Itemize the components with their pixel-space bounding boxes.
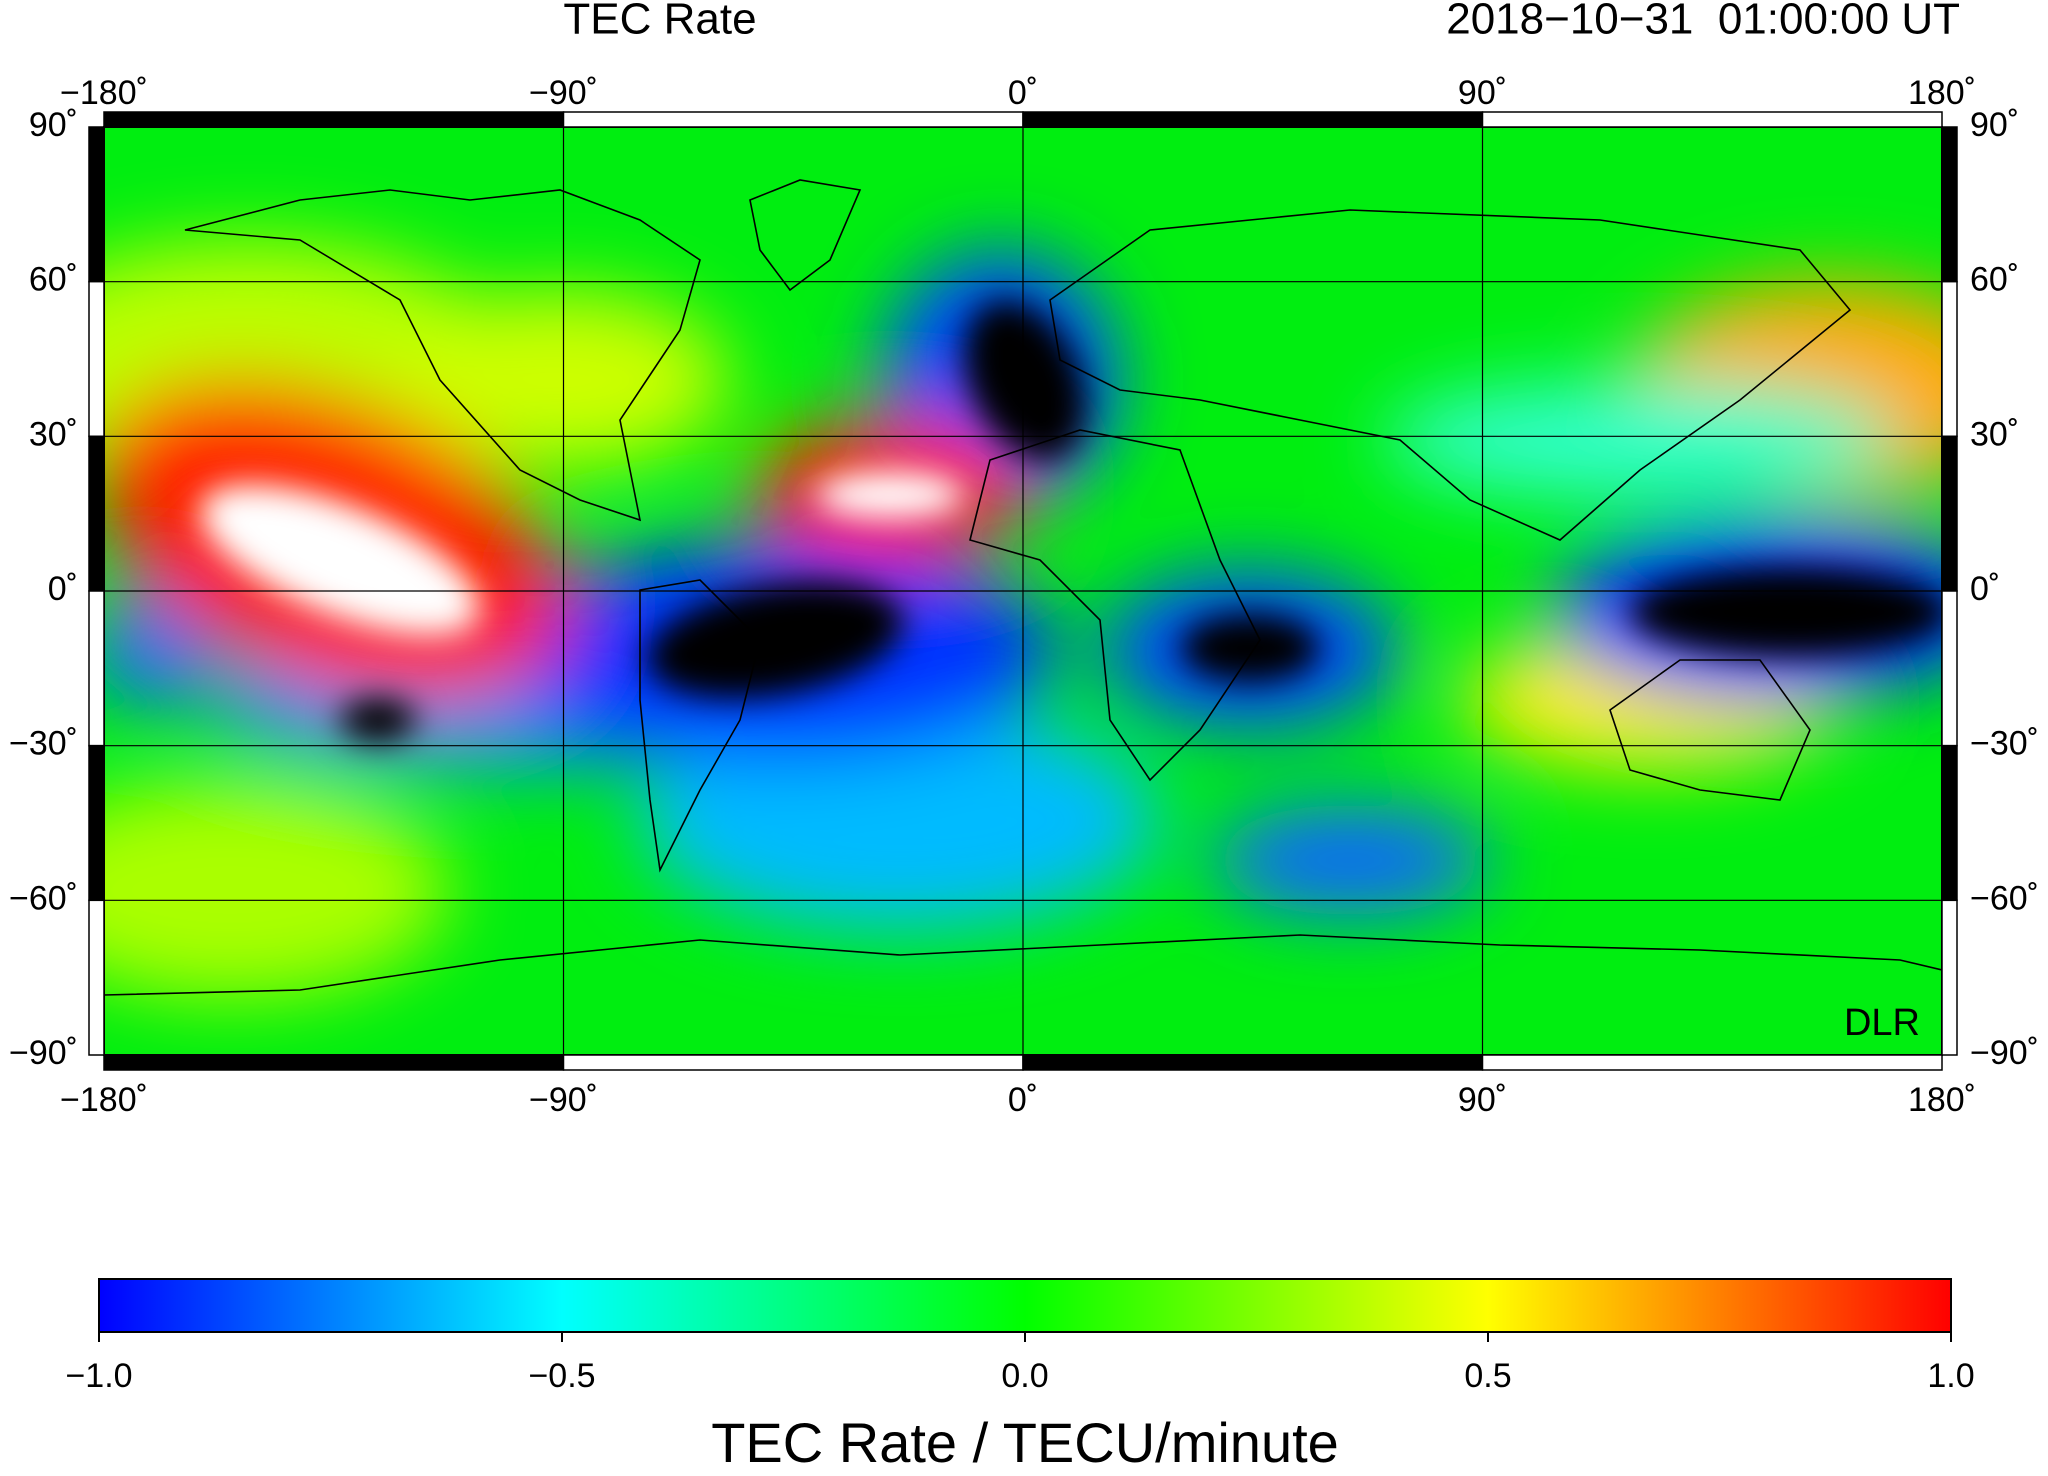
frame-segment: [103, 111, 565, 128]
colorbar-tick-label: −1.0: [65, 1357, 132, 1395]
frame-segment: [88, 280, 105, 438]
credit: DLR: [1844, 1002, 1920, 1044]
frame-segment: [562, 1054, 1024, 1071]
lon-tick-label-bottom: −90˚: [529, 1081, 598, 1119]
frame-segment: [88, 744, 105, 902]
lon-tick-label-top: −180˚: [60, 74, 148, 112]
lat-tick-label-right: −30˚: [1970, 725, 2039, 763]
colorbar: [98, 1278, 1952, 1333]
lat-tick-label-right: 90˚: [1970, 106, 2019, 144]
lat-tick-label-left: 90˚: [29, 106, 78, 144]
lon-tick-label-bottom: −180˚: [60, 1081, 148, 1119]
frame-segment: [1481, 111, 1943, 128]
frame-segment: [1941, 744, 1958, 902]
frame-segment: [1481, 1054, 1943, 1071]
colorbar-label: TEC Rate / TECU/minute: [711, 1411, 1339, 1471]
lat-tick-label-left: −90˚: [9, 1034, 78, 1072]
colorbar-tick-label: 1.0: [1927, 1357, 1974, 1395]
colorbar-tick-label: −0.5: [528, 1357, 595, 1395]
frame-segment: [88, 899, 105, 1056]
timestamp: 2018−10−31 01:00:00 UT: [1446, 0, 1960, 44]
lat-tick-label-right: 0˚: [1970, 570, 2000, 608]
lat-tick-label-right: −90˚: [1970, 1034, 2039, 1072]
frame-segment: [1941, 899, 1958, 1056]
lon-tick-label-top: −90˚: [529, 74, 598, 112]
lat-tick-label-right: 60˚: [1970, 261, 2019, 299]
frame-segment: [1941, 435, 1958, 592]
frame-segment: [1022, 1054, 1484, 1071]
colorbar-ticks: −1.0 −0.5 0.0 0.5 1.0: [65, 1332, 1975, 1395]
lon-tick-label-bottom: 180˚: [1908, 1081, 1976, 1119]
frame-segment: [562, 111, 1024, 128]
frame-segment: [1941, 280, 1958, 438]
map-title: TEC Rate: [563, 0, 756, 44]
lat-tick-label-left: −60˚: [9, 879, 78, 917]
lat-tick-label-left: −30˚: [9, 725, 78, 763]
lon-tick-label-top: 90˚: [1458, 74, 1507, 112]
lat-tick-label-left: 0˚: [48, 570, 78, 608]
frame-segment: [1022, 111, 1484, 128]
colorbar-tick-label: 0.0: [1001, 1357, 1048, 1395]
lon-tick-label-bottom: 90˚: [1458, 1081, 1507, 1119]
map-frame: [88, 111, 1958, 1071]
frame-segment: [88, 435, 105, 592]
frame-segment: [88, 126, 105, 283]
colorbar-tick-label: 0.5: [1464, 1357, 1511, 1395]
lon-tick-label-top: 0˚: [1008, 74, 1038, 112]
lon-tick-label-bottom: 0˚: [1008, 1081, 1038, 1119]
lat-tick-label-left: 60˚: [29, 261, 78, 299]
frame-segment: [1941, 590, 1958, 747]
lat-tick-label-left: 30˚: [29, 415, 78, 453]
lat-tick-label-right: 30˚: [1970, 415, 2019, 453]
frame-segment: [88, 590, 105, 747]
lat-tick-label-right: −60˚: [1970, 879, 2039, 917]
coastlines: [104, 179, 1942, 996]
frame-segment: [1941, 126, 1958, 283]
lon-tick-label-top: 180˚: [1908, 74, 1976, 112]
frame-segment: [103, 1054, 565, 1071]
